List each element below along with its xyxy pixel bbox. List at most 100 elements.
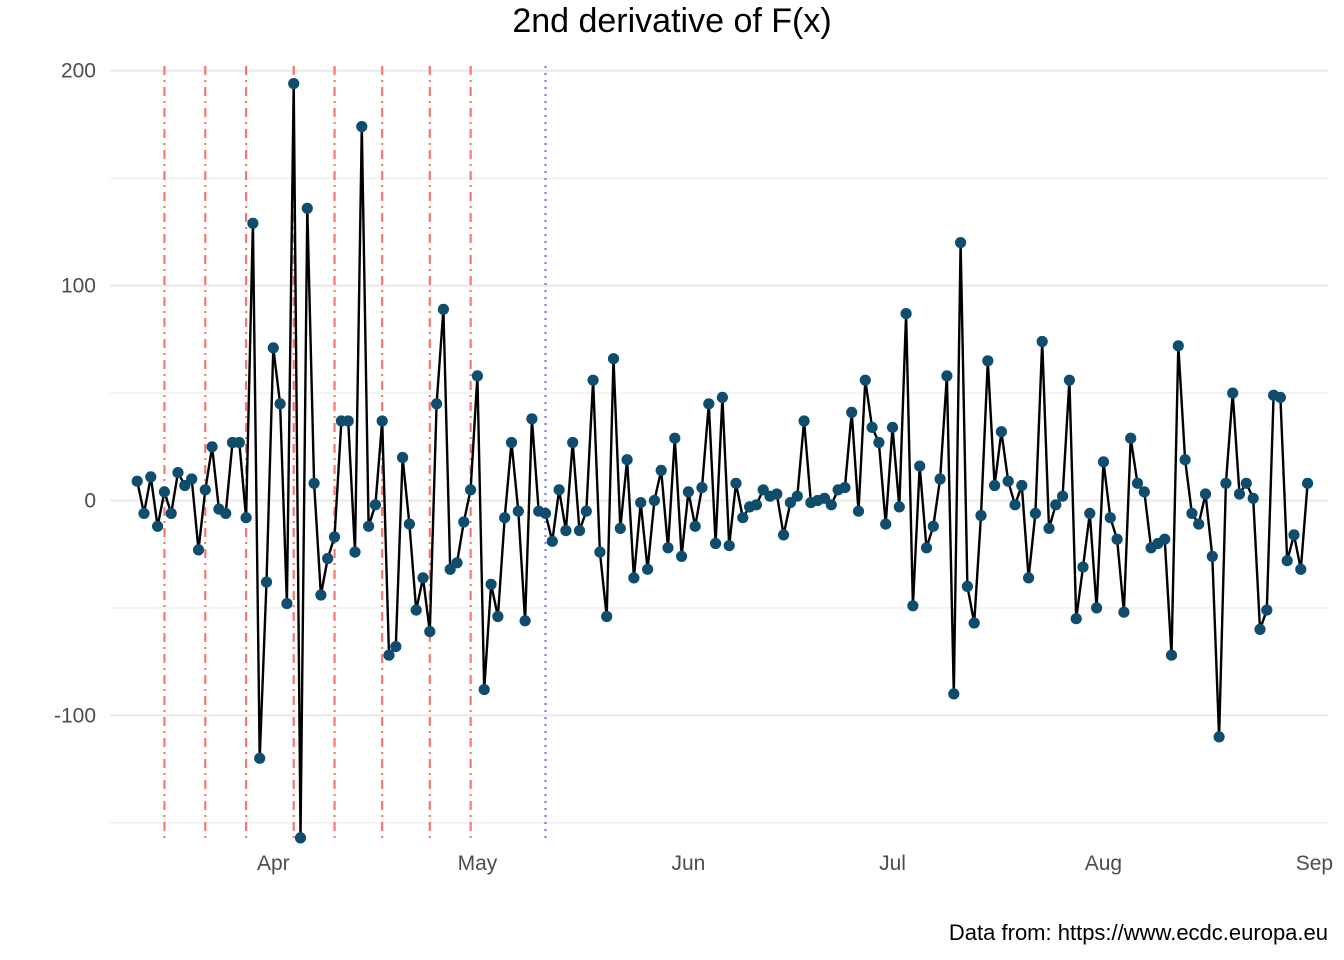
data-point [158, 486, 170, 498]
x-tick-label: Jun [671, 852, 705, 875]
data-point [635, 497, 647, 509]
data-point [989, 479, 1001, 492]
data-point [1159, 533, 1171, 545]
data-point [1097, 456, 1110, 468]
data-point [648, 494, 661, 507]
data-point [846, 406, 858, 418]
data-point [703, 398, 715, 410]
data-point [676, 550, 688, 563]
data-point [893, 501, 905, 513]
data-point [1261, 604, 1273, 616]
data-point [492, 610, 504, 623]
data-point [1029, 507, 1041, 519]
data-point [376, 415, 388, 427]
data-point [1009, 499, 1021, 511]
data-point [328, 531, 341, 543]
data-point [914, 460, 926, 472]
data-point [410, 604, 422, 616]
data-point [437, 303, 449, 315]
data-point [390, 641, 402, 653]
data-point [199, 484, 211, 496]
data-point [771, 488, 783, 500]
data-point [383, 649, 395, 661]
data-point [260, 576, 273, 588]
data-point [1057, 490, 1069, 502]
data-point [240, 512, 252, 524]
data-point [798, 415, 810, 427]
data-point [573, 525, 586, 537]
data-point [1111, 533, 1123, 545]
data-point [1206, 550, 1218, 563]
data-point [1077, 561, 1089, 573]
data-point [662, 542, 674, 554]
data-point [294, 832, 307, 844]
data-point [975, 509, 987, 522]
data-point [737, 512, 749, 524]
x-tick-label: Aug [1085, 852, 1122, 875]
data-point [308, 477, 320, 489]
data-point [1193, 518, 1205, 530]
data-point [1302, 477, 1314, 489]
data-point [138, 507, 150, 519]
data-point [1091, 602, 1103, 614]
data-point [1138, 486, 1150, 498]
data-point [1131, 477, 1144, 489]
data-point [560, 525, 572, 537]
data-point [356, 121, 368, 133]
data-point [710, 537, 722, 550]
y-tick-label: 0 [84, 489, 96, 512]
data-point [948, 688, 960, 700]
data-point [920, 542, 933, 554]
data-point [1240, 477, 1252, 489]
data-point [580, 505, 592, 517]
data-point [1247, 492, 1259, 504]
data-point [465, 484, 477, 496]
data-point [512, 505, 524, 517]
data-point [145, 471, 157, 483]
data-point [852, 505, 865, 517]
data-point [281, 598, 293, 610]
data-point [546, 535, 558, 547]
grid [110, 69, 1328, 824]
data-point [526, 413, 538, 425]
data-point [968, 617, 980, 629]
data-point [689, 520, 701, 532]
data-point [696, 482, 708, 494]
data-point [1233, 488, 1246, 500]
data-point [1043, 522, 1055, 535]
data-point [1213, 731, 1225, 743]
y-tick-label: 200 [61, 60, 96, 83]
data-point [274, 398, 286, 410]
data-point [1104, 512, 1116, 524]
y-tick-label: -100 [54, 704, 96, 727]
data-point [730, 477, 742, 489]
data-point [1179, 454, 1191, 466]
data-point [628, 572, 640, 584]
data-point [1023, 572, 1035, 584]
data-point [1063, 374, 1075, 386]
data-point [363, 520, 375, 532]
data-point [152, 520, 164, 532]
data-point [172, 467, 184, 479]
data-point [220, 507, 232, 519]
data-point [478, 684, 490, 696]
data-point [186, 473, 198, 485]
data-point [955, 237, 967, 249]
data-point [539, 507, 552, 519]
data-point [192, 544, 205, 556]
data-point [907, 600, 919, 612]
data-point [995, 426, 1008, 438]
x-tick-label: May [458, 852, 498, 875]
data-point [288, 78, 300, 90]
data-point [342, 415, 354, 427]
data-point [1274, 391, 1286, 403]
series [131, 78, 1314, 844]
data-point [424, 626, 436, 638]
data-point [301, 202, 313, 214]
data-point [682, 486, 695, 498]
reference-lines [163, 66, 547, 838]
data-point [1288, 529, 1300, 541]
data-point [839, 482, 851, 494]
chart-title: 2nd derivative of F(x) [512, 2, 832, 40]
data-point [607, 353, 620, 365]
